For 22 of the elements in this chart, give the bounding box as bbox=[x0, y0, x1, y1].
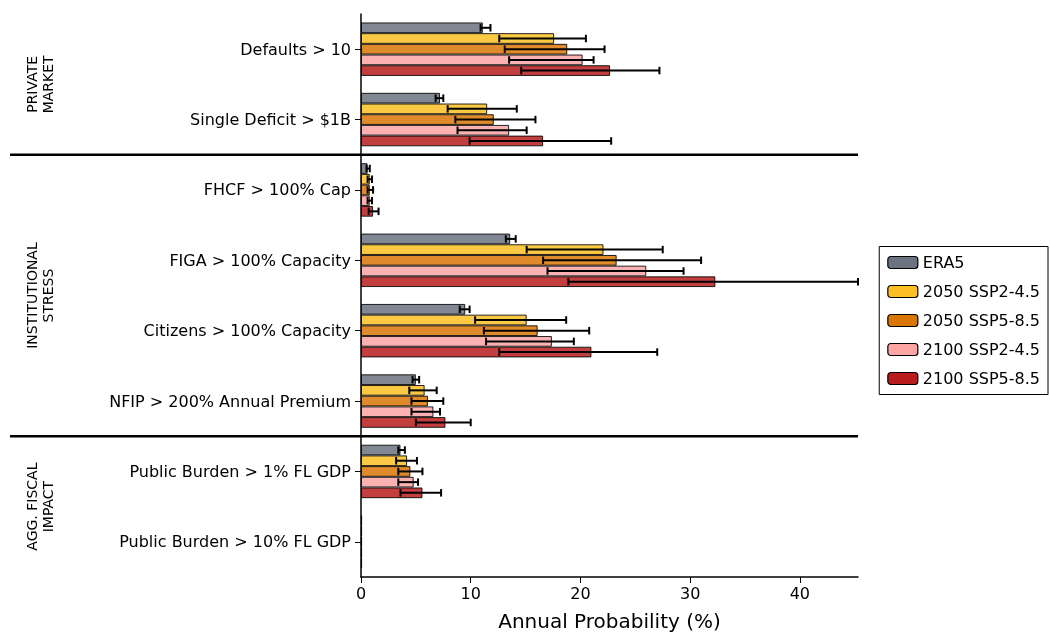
x-tick-label: 40 bbox=[789, 583, 811, 603]
text: AGG. FISCAL IMPACT bbox=[24, 462, 56, 551]
x-tick-label: 0 bbox=[355, 583, 367, 603]
y-tick-label: Citizens > 100% Capacity bbox=[143, 321, 351, 341]
text: PRIVATE MARKET bbox=[24, 54, 56, 114]
y-tick-label: Defaults > 10 bbox=[240, 39, 351, 59]
y-tick-label: FHCF > 100% Cap bbox=[203, 180, 351, 200]
legend-label: 2100 SSP2-4.5 bbox=[922, 340, 1041, 359]
x-tick-label: 10 bbox=[460, 583, 481, 603]
text: INSTITUTIONAL STRESS bbox=[24, 242, 56, 349]
legend-label: ERA5 bbox=[922, 253, 965, 272]
y-tick-label: Public Burden > 1% FL GDP bbox=[129, 461, 352, 481]
legend-label: 2100 SSP5-8.5 bbox=[922, 369, 1041, 388]
y-tick-label: Public Burden > 10% FL GDP bbox=[119, 532, 352, 552]
x-axis-title: Annual Probability (%) bbox=[498, 609, 721, 633]
legend-label: 2050 SSP5-8.5 bbox=[922, 311, 1041, 330]
y-tick-label: NFIP > 200% Annual Premium bbox=[109, 391, 351, 411]
y-tick-label: Single Deficit > $1B bbox=[190, 110, 351, 130]
x-tick-label: 20 bbox=[570, 583, 591, 603]
x-tick-label: 30 bbox=[679, 583, 701, 603]
legend-label: 2050 SSP2-4.5 bbox=[922, 282, 1041, 301]
y-tick-label: FIGA > 100% Capacity bbox=[169, 250, 351, 270]
